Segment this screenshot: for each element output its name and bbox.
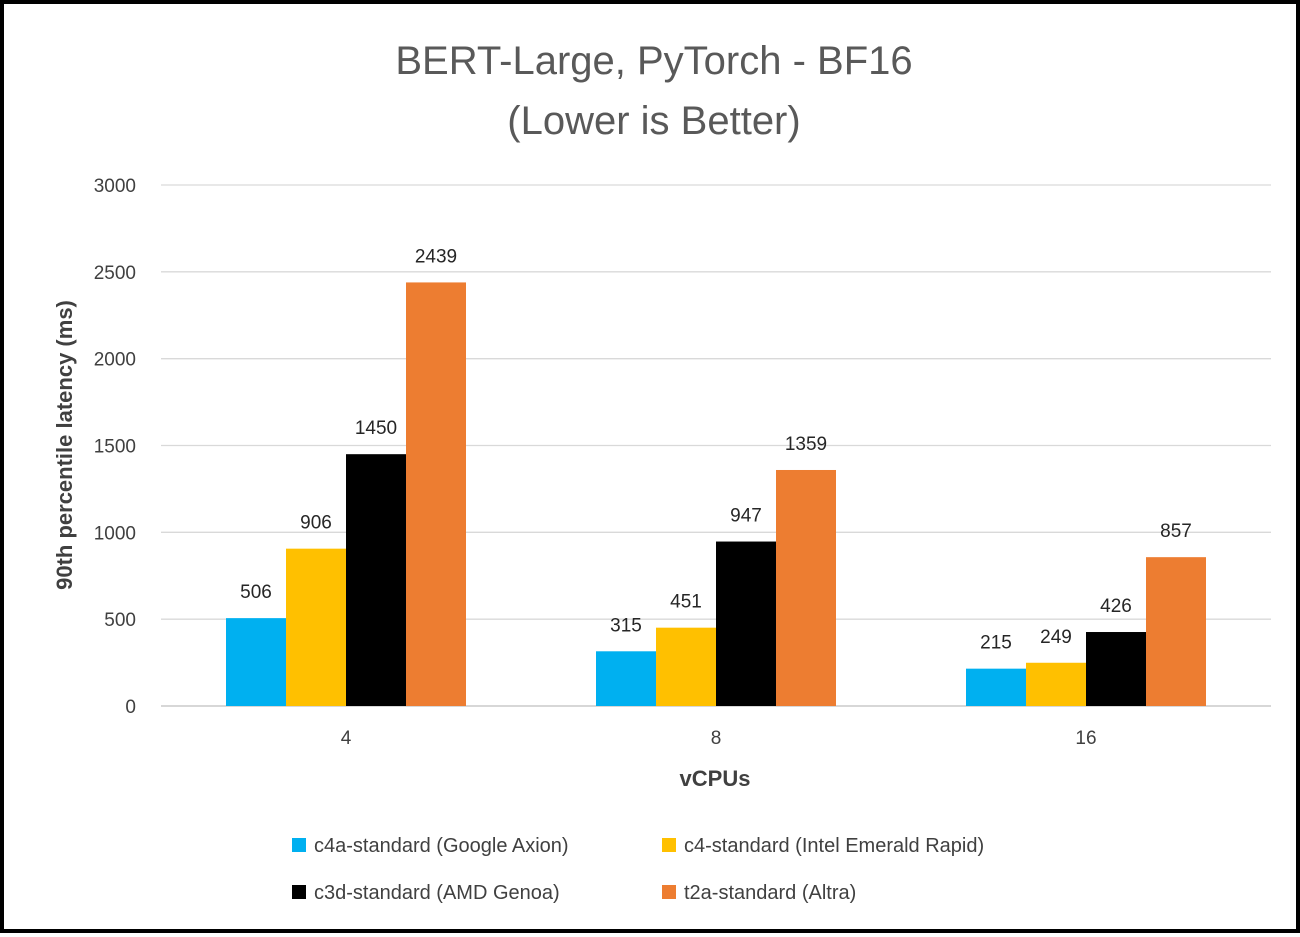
data-label: 906	[300, 513, 332, 534]
bar-4-series-2	[286, 548, 346, 706]
y-axis-ticks: 0 500 1000 1500 2000 2500 3000	[94, 176, 136, 718]
bar-8-series-3	[716, 541, 776, 706]
y-tick-label: 2500	[94, 263, 136, 284]
bar-16-series-2	[1026, 662, 1086, 706]
data-label: 249	[1040, 627, 1072, 648]
x-axis-title: vCPUs	[680, 766, 751, 791]
legend-swatch-1	[292, 838, 306, 852]
data-label: 1359	[785, 434, 827, 455]
legend-label-1: c4a-standard (Google Axion)	[314, 835, 569, 857]
legend-label-4: t2a-standard (Altra)	[684, 882, 856, 904]
chart-title-line-1: BERT-Large, PyTorch - BF16	[395, 39, 912, 83]
bars	[226, 282, 1206, 706]
bar-8-series-4	[776, 469, 836, 706]
data-label: 2439	[415, 246, 457, 267]
bar-16-series-1	[966, 668, 1026, 706]
y-tick-label: 0	[125, 697, 136, 718]
bar-4-series-1	[226, 618, 286, 706]
legend-swatch-3	[292, 885, 306, 899]
y-tick-label: 2000	[94, 350, 136, 371]
data-label: 426	[1100, 596, 1132, 617]
bar-8-series-1	[596, 651, 656, 706]
bar-8-series-2	[656, 627, 716, 706]
x-tick-label: 16	[1075, 728, 1096, 749]
data-labels: 506 906 1450 2439 315 451 947 1359 215 249 426 857	[240, 246, 1192, 653]
bar-chart: BERT-Large, PyTorch - BF16 (Lower is Bet…	[52, 39, 1271, 904]
y-tick-label: 3000	[94, 176, 136, 197]
bar-16-series-3	[1086, 632, 1146, 706]
y-tick-label: 500	[104, 610, 136, 631]
legend-label-3: c3d-standard (AMD Genoa)	[314, 882, 560, 904]
chart-title-line-2: (Lower is Better)	[507, 99, 800, 143]
x-tick-label: 8	[711, 728, 722, 749]
bar-16-series-4	[1146, 557, 1206, 706]
data-label: 857	[1160, 521, 1192, 542]
y-tick-label: 1500	[94, 437, 136, 458]
y-tick-label: 1000	[94, 523, 136, 544]
bar-4-series-3	[346, 454, 406, 706]
data-label: 215	[980, 633, 1012, 654]
legend: c4a-standard (Google Axion) c4-standard (…	[292, 835, 984, 904]
x-axis-ticks: 4 8 16	[341, 728, 1097, 749]
legend-swatch-4	[662, 885, 676, 899]
bar-4-series-4	[406, 282, 466, 706]
y-axis-title: 90th percentile latency (ms)	[52, 300, 77, 590]
legend-label-2: c4-standard (Intel Emerald Rapid)	[684, 835, 984, 857]
x-tick-label: 4	[341, 728, 352, 749]
data-label: 315	[610, 615, 642, 636]
legend-swatch-2	[662, 838, 676, 852]
data-label: 506	[240, 582, 272, 603]
data-label: 451	[670, 592, 702, 613]
data-label: 1450	[355, 418, 397, 439]
data-label: 947	[730, 506, 762, 527]
